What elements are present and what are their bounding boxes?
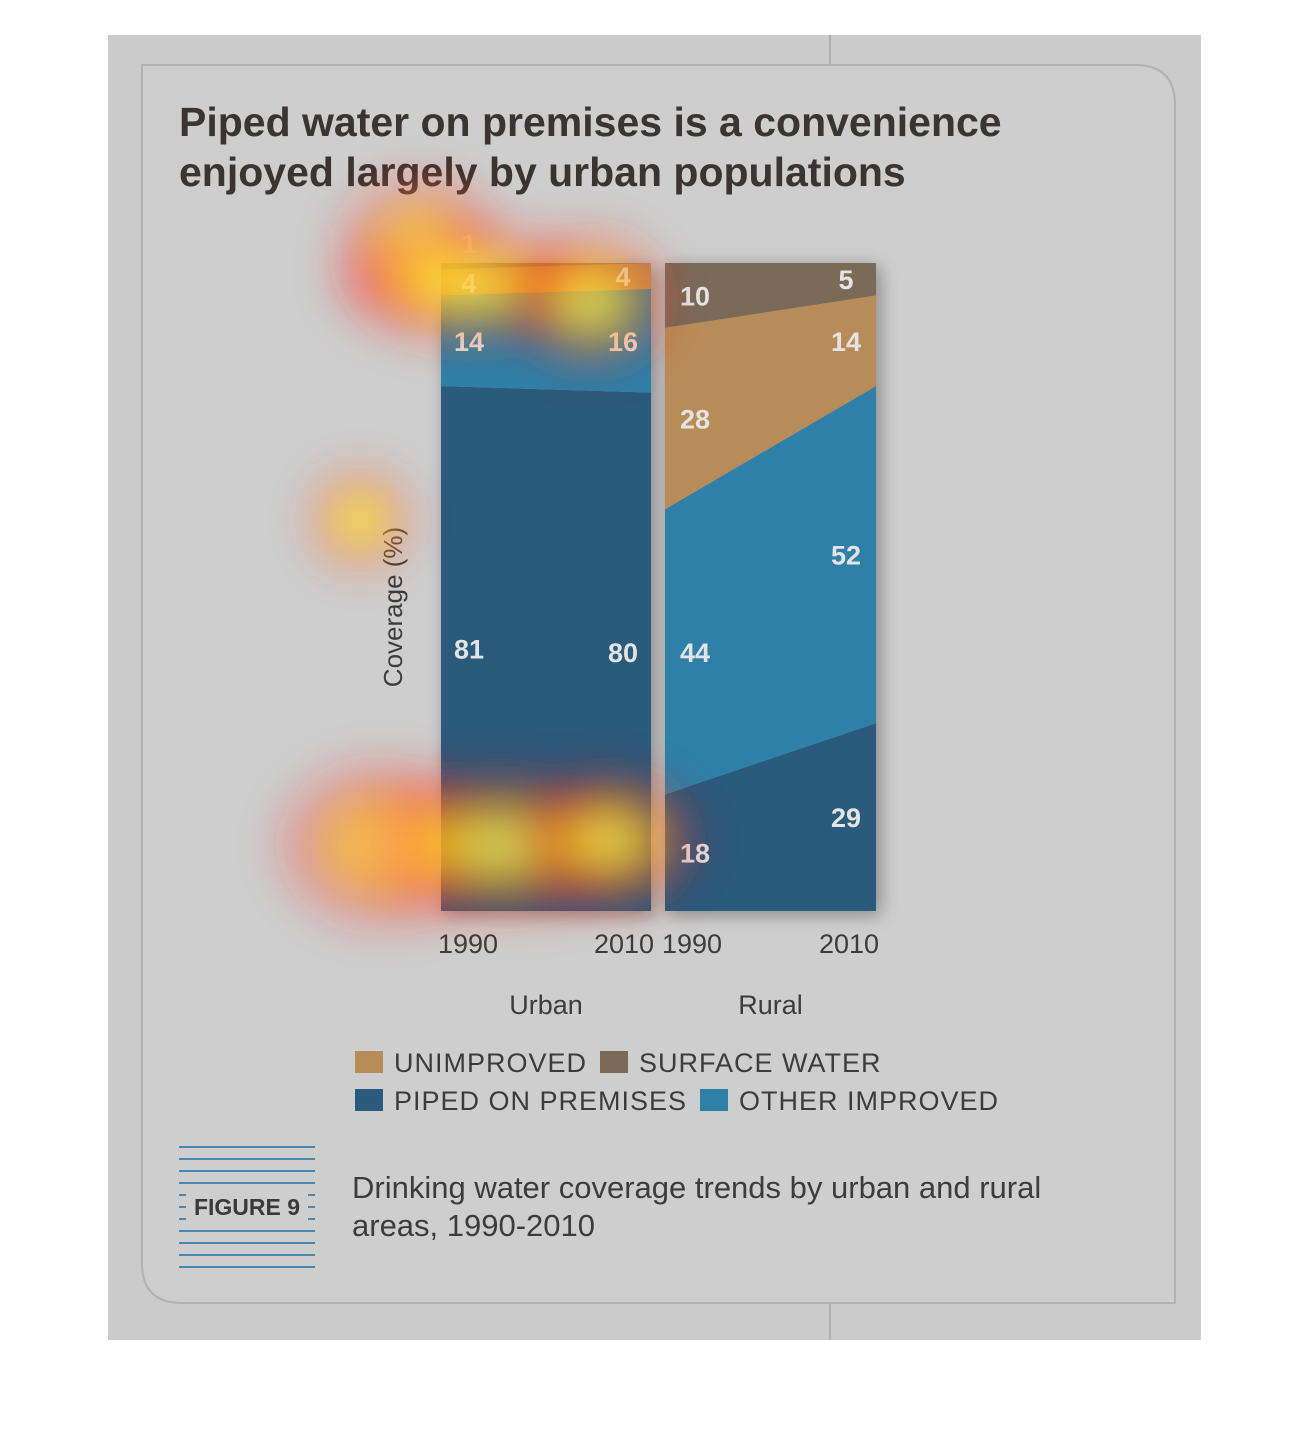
area-rural-surface-water (665, 263, 876, 328)
group-label-urban: Urban (509, 990, 583, 1020)
heat-spot (510, 760, 710, 920)
value-label-rural-other-improved-1990: 44 (680, 638, 710, 668)
heat-spot (300, 460, 420, 580)
value-label-rural-unimproved-2010: 14 (831, 327, 861, 357)
figure-panel (141, 64, 1176, 1304)
x-tick-urban-2010: 2010 (594, 929, 654, 959)
value-label-rural-other-improved-2010: 52 (831, 541, 861, 571)
value-label-rural-surface-water-1990: 10 (680, 281, 710, 311)
figure-caption-line-1: Drinking water coverage trends by urban … (352, 1170, 1041, 1205)
legend-swatch-unimproved (355, 1051, 383, 1073)
chart-title-line-1: Piped water on premises is a convenience (179, 99, 1002, 145)
figure-badge-backing (186, 1190, 308, 1224)
x-tick-rural-2010: 2010 (819, 929, 879, 959)
legend-swatch-piped-on-premises (355, 1089, 383, 1111)
value-label-rural-surface-water-2010: 5 (838, 265, 853, 295)
attention-heatmap-overlay (265, 165, 710, 940)
figure-number-label: FIGURE 9 (194, 1194, 300, 1220)
figure-caption-line-2: areas, 1990-2010 (352, 1208, 595, 1243)
legend-label-unimproved: UNIMPROVED (394, 1048, 587, 1078)
area-rural-other-improved (665, 386, 876, 795)
legend-label-other-improved: OTHER IMPROVED (739, 1086, 999, 1116)
area-rural-piped-on-premises (665, 723, 876, 911)
group-label-rural: Rural (738, 990, 803, 1020)
x-tick-rural-1990: 1990 (662, 929, 722, 959)
value-label-urban-piped-on-premises-2010: 80 (608, 638, 638, 668)
panel-rural (665, 263, 876, 911)
heat-spot (500, 220, 680, 380)
chart-title-line-2: enjoyed largely by urban populations (179, 149, 906, 195)
x-tick-urban-1990: 1990 (438, 929, 498, 959)
value-label-rural-piped-on-premises-2010: 29 (831, 803, 861, 833)
legend: UNIMPROVED SURFACE WATER PIPED ON PREMISES… (355, 1048, 999, 1116)
area-rural-unimproved (665, 295, 876, 510)
legend-swatch-other-improved (700, 1089, 728, 1111)
value-label-rural-unimproved-1990: 28 (680, 405, 710, 435)
value-label-urban-piped-on-premises-1990: 81 (454, 635, 484, 665)
legend-swatch-surface-water (600, 1051, 628, 1073)
legend-label-surface-water: SURFACE WATER (639, 1048, 882, 1078)
legend-label-piped-on-premises: PIPED ON PREMISES (394, 1086, 687, 1116)
